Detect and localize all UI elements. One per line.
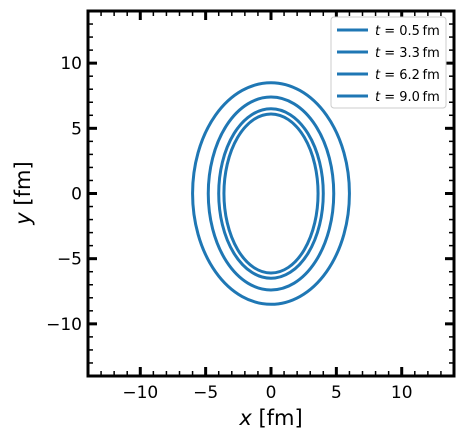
plot-frame (86, 9, 456, 378)
series-curve (191, 81, 351, 306)
legend: t = 0.5 fm t = 3.3 fm t = 6.2 fm t = 9.0 fm (330, 16, 447, 109)
series-curve (217, 107, 325, 280)
y-tick-label: 10 (60, 54, 82, 74)
legend-label: t = 0.5 fm (375, 24, 440, 39)
axis-tick-labels: −10 −5 0 5 10 −10 −5 0 5 10 (46, 54, 412, 403)
x-tick-label: −10 (122, 383, 158, 403)
series-curve (206, 95, 336, 292)
legend-label: t = 6.2 fm (375, 68, 440, 83)
x-tick-label: 5 (331, 383, 342, 403)
x-tick-label: 0 (266, 383, 277, 403)
y-tick-label: −5 (57, 250, 82, 270)
series-curve (222, 112, 320, 275)
x-tick-label: −5 (193, 383, 218, 403)
y-tick-label: 0 (71, 185, 82, 205)
x-tick-label: 10 (391, 383, 413, 403)
legend-label: t = 9.0 fm (375, 90, 440, 105)
y-tick-label: −10 (46, 315, 82, 335)
y-tick-label: 5 (71, 119, 82, 139)
x-axis-label: x [fm] (238, 406, 302, 430)
y-axis-label: y [fm] (11, 161, 35, 225)
legend-entries: t = 0.5 fm t = 3.3 fm t = 6.2 fm t = 9.0 fm (337, 24, 440, 105)
legend-box (330, 16, 447, 109)
legend-label: t = 3.3 fm (375, 46, 440, 61)
series-curves (191, 81, 351, 306)
